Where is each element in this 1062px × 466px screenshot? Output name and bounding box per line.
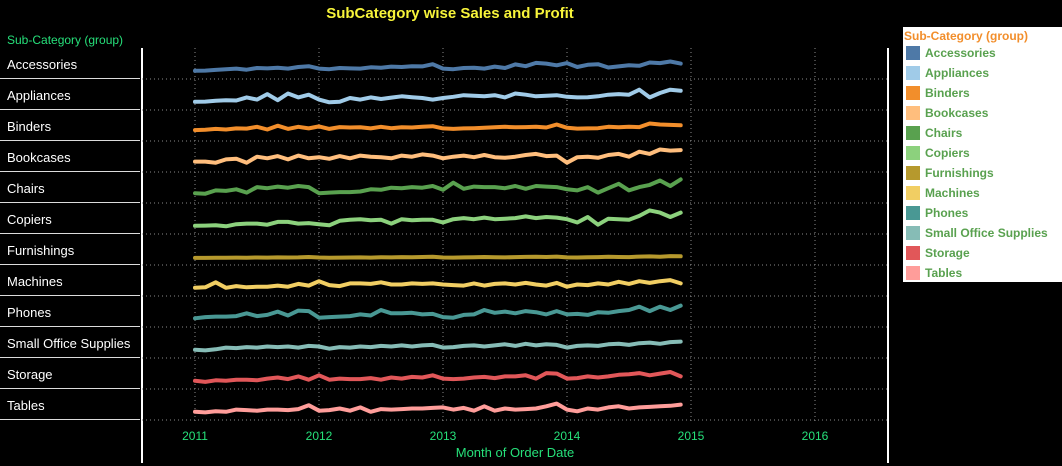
legend-label: Machines <box>925 186 980 200</box>
series-line <box>193 278 683 290</box>
x-tick-label: 2014 <box>554 429 581 443</box>
legend-label: Appliances <box>925 66 990 80</box>
legend-swatch <box>906 206 920 220</box>
legend-label: Bookcases <box>925 106 989 120</box>
legend-label: Tables <box>925 266 963 280</box>
legend-item[interactable]: Accessories <box>903 44 1062 64</box>
legend-label: Phones <box>925 206 969 220</box>
legend-item[interactable]: Chairs <box>903 124 1062 144</box>
series-line <box>193 121 683 133</box>
x-tick-label: 2011 <box>182 429 208 443</box>
legend-swatch <box>906 146 920 160</box>
row-label[interactable]: Storage <box>0 358 140 389</box>
series-line <box>193 59 683 73</box>
legend-swatch <box>906 106 920 120</box>
legend-label: Small Office Supplies <box>925 226 1048 240</box>
legend-item[interactable]: Machines <box>903 184 1062 204</box>
row-label[interactable]: Bookcases <box>0 141 140 172</box>
row-label[interactable]: Binders <box>0 110 140 141</box>
legend-item[interactable]: Tables <box>903 264 1062 284</box>
series-line <box>193 147 683 165</box>
legend-label: Furnishings <box>925 166 994 180</box>
row-label[interactable]: Phones <box>0 296 140 327</box>
row-label[interactable]: Accessories <box>0 48 140 79</box>
row-label[interactable]: Appliances <box>0 79 140 110</box>
legend-item[interactable]: Copiers <box>903 144 1062 164</box>
series-line <box>193 370 683 384</box>
row-label[interactable]: Small Office Supplies <box>0 327 140 358</box>
legend-swatch <box>906 126 920 140</box>
legend-label: Storage <box>925 246 970 260</box>
x-tick-label: 2016 <box>802 429 829 443</box>
series-line <box>193 401 683 415</box>
row-label[interactable]: Machines <box>0 265 140 296</box>
legend-item[interactable]: Bookcases <box>903 104 1062 124</box>
legend-swatch <box>906 46 920 60</box>
legend-label: Binders <box>925 86 970 100</box>
series-line <box>193 339 683 353</box>
row-label[interactable]: Chairs <box>0 172 140 203</box>
legend-item[interactable]: Storage <box>903 244 1062 264</box>
x-tick-label: 2013 <box>430 429 457 443</box>
legend-title: Sub-Category (group) <box>904 29 1028 43</box>
chart-title: SubCategory wise Sales and Profit <box>326 5 574 22</box>
series-line <box>193 303 683 321</box>
legend-item[interactable]: Furnishings <box>903 164 1062 184</box>
series-line <box>193 177 683 196</box>
legend-swatch <box>906 186 920 200</box>
legend-item[interactable]: Binders <box>903 84 1062 104</box>
legend-item[interactable]: Small Office Supplies <box>903 224 1062 244</box>
legend-item[interactable]: Phones <box>903 204 1062 224</box>
legend-swatch <box>906 86 920 100</box>
legend-swatch <box>906 66 920 80</box>
x-tick-label: 2015 <box>678 429 705 443</box>
legend-swatch <box>906 246 920 260</box>
series-line <box>193 254 683 260</box>
legend-label: Copiers <box>925 146 970 160</box>
series-line <box>193 87 683 105</box>
legend-item[interactable]: Appliances <box>903 64 1062 84</box>
legend-label: Chairs <box>925 126 963 140</box>
row-header: Sub-Category (group) <box>7 33 124 47</box>
legend-swatch <box>906 166 920 180</box>
x-axis-title: Month of Order Date <box>455 445 575 460</box>
legend: Sub-Category (group) Accessories Applianc… <box>903 27 1062 282</box>
legend-swatch <box>906 226 920 240</box>
x-tick-label: 2012 <box>306 429 333 443</box>
row-label[interactable]: Furnishings <box>0 234 140 265</box>
row-label[interactable]: Copiers <box>0 203 140 234</box>
series-line <box>193 208 683 229</box>
legend-label: Accessories <box>925 46 996 60</box>
legend-swatch <box>906 266 920 280</box>
row-label[interactable]: Tables <box>0 389 140 420</box>
